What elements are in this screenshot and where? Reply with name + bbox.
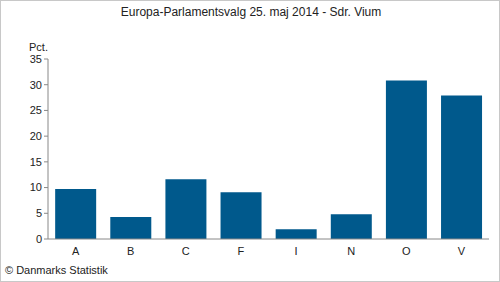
html-text:© Danmarks Statistik: © Danmarks Statistik (5, 264, 108, 276)
svg-text:B: B (127, 245, 134, 257)
svg-text:F: F (238, 245, 245, 257)
svg-text:20: 20 (30, 130, 42, 142)
svg-text:5: 5 (36, 207, 42, 219)
svg-text:25: 25 (30, 104, 42, 116)
svg-text:N: N (347, 245, 355, 257)
svg-text:30: 30 (30, 79, 42, 91)
svg-text:O: O (402, 245, 411, 257)
svg-text:35: 35 (30, 53, 42, 65)
svg-text:I: I (295, 245, 298, 257)
svg-text:0: 0 (36, 233, 42, 245)
svg-text:V: V (458, 245, 466, 257)
svg-text:10: 10 (30, 181, 42, 193)
html-text:Europa-Parlamentsvalg 25. maj: Europa-Parlamentsvalg 25. maj 2014 - Sdr… (120, 5, 382, 19)
svg-text:C: C (182, 245, 190, 257)
svg-text:A: A (72, 245, 80, 257)
html-text:Pct.: Pct. (29, 41, 48, 53)
svg-text:15: 15 (30, 156, 42, 168)
